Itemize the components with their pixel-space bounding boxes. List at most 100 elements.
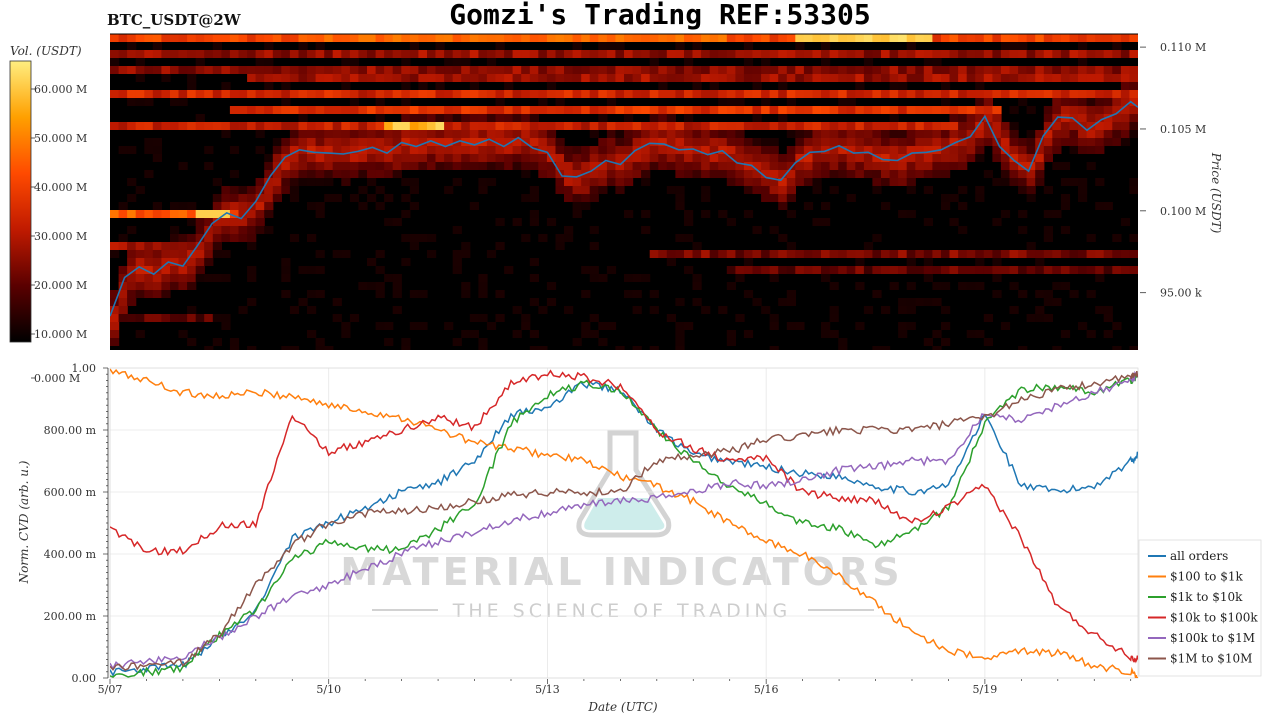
heatmap-cell xyxy=(521,130,531,138)
heatmap-cell xyxy=(941,170,951,178)
heatmap-cell xyxy=(1009,42,1019,50)
heatmap-cell xyxy=(324,74,334,82)
heatmap-cell xyxy=(572,74,582,82)
heatmap-cell xyxy=(444,130,454,138)
heatmap-cell xyxy=(992,106,1002,114)
flask-logo-icon xyxy=(576,430,672,538)
heatmap-cell xyxy=(204,258,214,266)
heatmap-cell xyxy=(958,266,968,274)
heatmap-cell xyxy=(1043,226,1053,234)
heatmap-cell xyxy=(375,106,385,114)
heatmap-cell xyxy=(1129,122,1138,130)
heatmap-cell xyxy=(949,154,959,162)
heatmap-cell xyxy=(375,50,385,58)
heatmap-cell xyxy=(281,258,291,266)
heatmap-cell xyxy=(718,98,728,106)
heatmap-cell xyxy=(743,106,754,114)
heatmap-cell xyxy=(709,162,719,170)
heatmap-cell xyxy=(915,154,925,162)
heatmap-cell xyxy=(992,66,1002,74)
heatmap-cell xyxy=(1009,266,1019,274)
heatmap-cell xyxy=(684,250,694,258)
heatmap-cell xyxy=(521,138,531,146)
heatmap-cell xyxy=(401,146,411,154)
heatmap-cell xyxy=(846,34,856,42)
heatmap-cell xyxy=(452,106,462,114)
heatmap-cell xyxy=(581,74,591,82)
heatmap-cell xyxy=(803,106,814,114)
heatmap-cell xyxy=(315,170,325,178)
heatmap-cell xyxy=(349,90,360,98)
heatmap-cell xyxy=(641,170,651,178)
heatmap-cell xyxy=(598,146,608,154)
heatmap-cell xyxy=(195,226,205,234)
heatmap-cell xyxy=(684,218,694,226)
heatmap-cell xyxy=(238,194,248,202)
heatmap-cell xyxy=(743,266,754,274)
heatmap-cell xyxy=(581,266,591,274)
heatmap-cell xyxy=(1009,34,1019,42)
heatmap-cell xyxy=(118,90,128,98)
heatmap-cell xyxy=(298,114,308,122)
heatmap-cell xyxy=(975,74,985,82)
heatmap-cell xyxy=(915,266,925,274)
heatmap-cell xyxy=(1026,130,1036,138)
heatmap-cell xyxy=(1018,66,1028,74)
heatmap-cell xyxy=(127,274,137,282)
heatmap-cell xyxy=(752,186,762,194)
heatmap-cell xyxy=(701,74,711,82)
heatmap-cell xyxy=(966,146,976,154)
heatmap-cell xyxy=(632,106,642,114)
heatmap-cell xyxy=(1086,250,1096,258)
heatmap-cell xyxy=(1026,314,1036,322)
heatmap-cell xyxy=(769,322,779,330)
heatmap-cell xyxy=(992,274,1002,282)
heatmap-cell xyxy=(589,66,599,74)
heatmap-cell xyxy=(949,90,959,98)
heatmap-cell xyxy=(906,130,916,138)
heatmap-cell xyxy=(152,34,162,42)
heatmap-cell xyxy=(975,194,985,202)
heatmap-cell xyxy=(778,90,788,98)
heatmap-cell xyxy=(418,82,428,90)
heatmap-cell xyxy=(718,162,728,170)
heatmap-cell xyxy=(872,146,882,154)
heatmap-cell xyxy=(786,130,796,138)
heatmap-cell xyxy=(178,34,188,42)
heatmap-cell xyxy=(778,170,788,178)
heatmap-cell xyxy=(906,282,916,290)
heatmap-cell xyxy=(898,250,908,258)
heatmap-cell xyxy=(409,74,419,82)
heatmap-cell xyxy=(529,330,539,338)
heatmap-cell xyxy=(743,178,754,186)
heatmap-cell xyxy=(752,106,762,114)
heatmap-cell xyxy=(427,146,437,154)
heatmap-cell xyxy=(512,90,522,98)
heatmap-cell xyxy=(863,50,874,58)
heatmap-cell xyxy=(821,122,831,130)
heatmap-cell xyxy=(812,170,822,178)
heatmap-cell xyxy=(838,98,848,106)
heatmap-cell xyxy=(752,74,762,82)
heatmap-cell xyxy=(529,194,539,202)
heatmap-cell xyxy=(752,34,762,42)
heatmap-cell xyxy=(1069,66,1079,74)
heatmap-cell xyxy=(589,226,599,234)
heatmap-cell xyxy=(358,66,368,74)
heatmap-cell xyxy=(127,258,137,266)
heatmap-cell xyxy=(589,34,599,42)
heatmap-cell xyxy=(118,66,128,74)
heatmap-cell xyxy=(761,90,771,98)
heatmap-cell xyxy=(915,146,925,154)
heatmap-cell xyxy=(829,186,839,194)
heatmap-cell xyxy=(829,138,839,146)
heatmap-cell xyxy=(932,130,942,138)
heatmap-cell xyxy=(709,154,719,162)
heatmap-cell xyxy=(1009,146,1019,154)
heatmap-cell xyxy=(692,106,702,114)
heatmap-cell xyxy=(666,74,676,82)
heatmap-cell xyxy=(418,234,428,242)
heatmap-cell xyxy=(1009,130,1019,138)
heatmap-cell xyxy=(375,98,385,106)
heatmap-cell xyxy=(684,34,694,42)
